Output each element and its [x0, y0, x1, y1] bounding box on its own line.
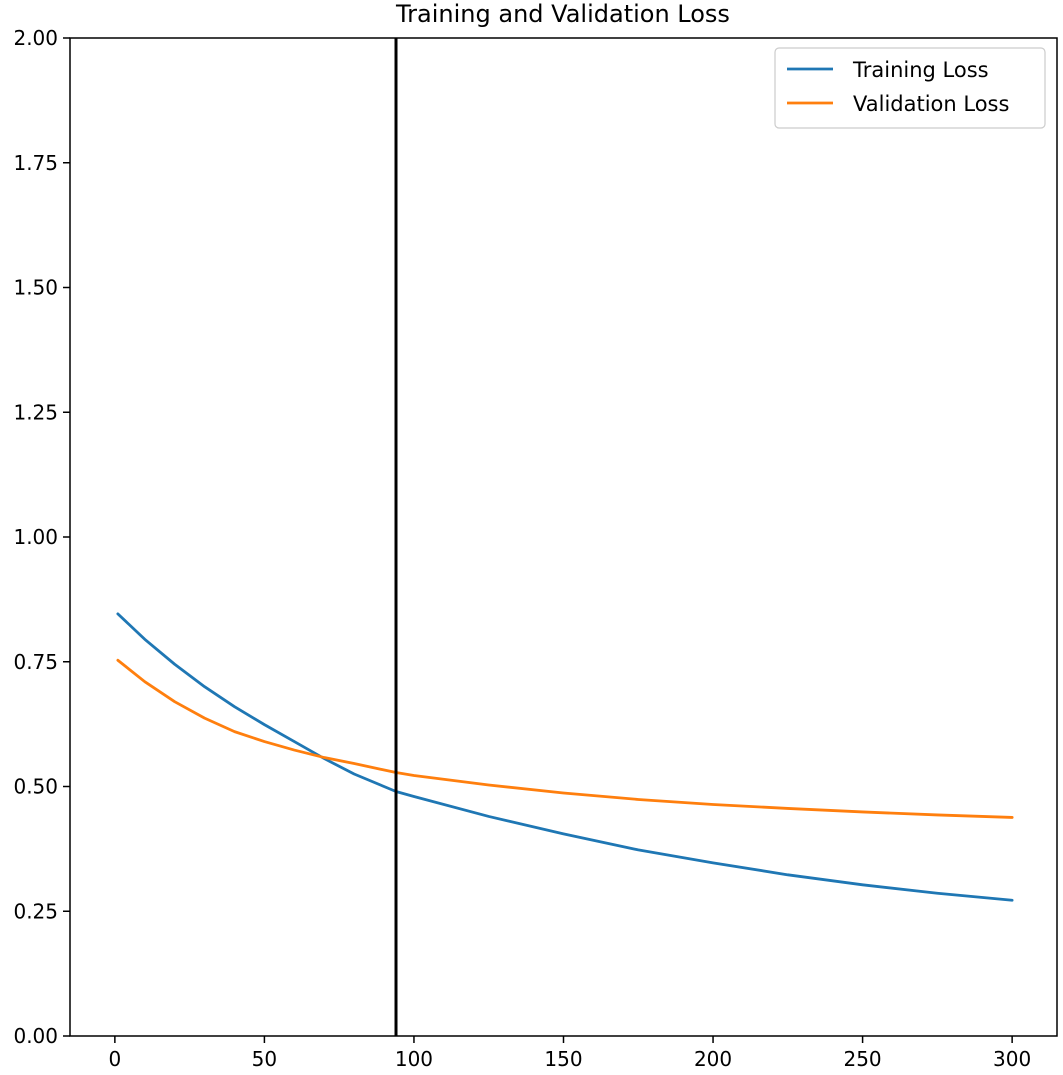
y-tick-label: 0.50	[13, 775, 58, 799]
y-tick-label: 0.75	[13, 650, 58, 674]
legend-label-validation-loss: Validation Loss	[853, 92, 1009, 116]
chart-title: Training and Validation Loss	[395, 0, 730, 28]
y-tick-label: 1.75	[13, 151, 58, 175]
axes: 0 50 100 150 200 250 300 0.00 0.25 0.50 0.75 1.00 1.…	[13, 26, 1058, 1071]
x-tick-label: 150	[544, 1047, 582, 1071]
y-tick-label: 1.50	[13, 276, 58, 300]
y-tick-label: 0.25	[13, 899, 58, 923]
y-tick-label: 1.00	[13, 525, 58, 549]
legend-box	[774, 47, 1046, 129]
plot-area	[116, 38, 1014, 1036]
x-tick-label: 200	[694, 1047, 732, 1071]
legend: Training Loss Validation Loss	[774, 47, 1046, 129]
x-tick-label: 100	[395, 1047, 433, 1071]
x-tick-label: 300	[993, 1047, 1031, 1071]
x-tick-label: 250	[843, 1047, 881, 1071]
y-tick-label: 0.00	[13, 1024, 58, 1048]
y-tick-label: 2.00	[13, 26, 58, 50]
legend-label-training-loss: Training Loss	[852, 58, 989, 82]
x-tick-label: 0	[108, 1047, 121, 1071]
y-tick-label: 1.25	[13, 400, 58, 424]
x-tick-label: 50	[252, 1047, 277, 1071]
